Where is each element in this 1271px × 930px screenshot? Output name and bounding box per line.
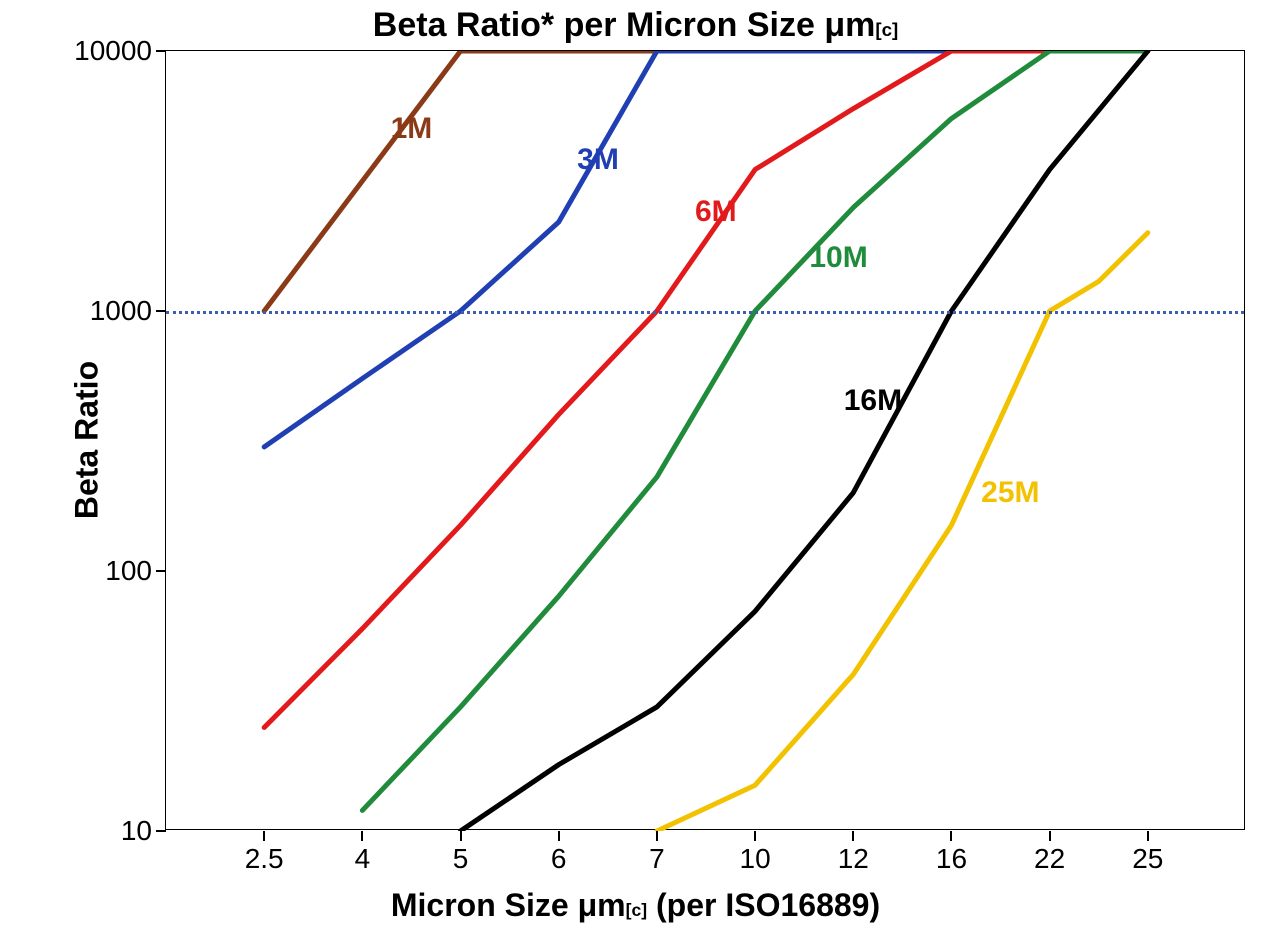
y-tick-mark	[156, 830, 166, 832]
xlabel-m: m	[597, 887, 625, 923]
x-tick-mark	[656, 831, 658, 841]
series-label-10M: 10M	[809, 241, 867, 275]
x-tick-mark	[1049, 831, 1051, 841]
plot-area: 101001000100002.5456710121622251M3M6M10M…	[165, 50, 1245, 830]
title-m: m	[845, 6, 875, 44]
y-tick-mark	[156, 50, 166, 52]
x-axis-label: Micron Size μm[c] (per ISO16889)	[0, 887, 1271, 924]
xlabel-suffix: (per ISO16889)	[647, 887, 880, 923]
x-tick-mark	[558, 831, 560, 841]
chart-title: Beta Ratio* per Micron Size μm[c]	[0, 6, 1271, 45]
x-tick-mark	[754, 831, 756, 841]
chart-container: Beta Ratio* per Micron Size μm[c] Beta R…	[0, 0, 1271, 930]
xlabel-prefix: Micron Size	[391, 887, 578, 923]
x-tick-mark	[460, 831, 462, 841]
title-mu: μ	[824, 6, 845, 44]
series-label-3M: 3M	[577, 143, 619, 177]
series-label-25M: 25M	[981, 476, 1039, 510]
x-tick-mark	[263, 831, 265, 841]
x-tick-mark	[1147, 831, 1149, 841]
xlabel-mu: μ	[578, 887, 598, 923]
title-text-prefix: Beta Ratio* per Micron Size	[373, 6, 825, 44]
x-tick-mark	[950, 831, 952, 841]
title-sub: [c]	[875, 19, 898, 40]
x-tick-mark	[361, 831, 363, 841]
series-label-6M: 6M	[695, 195, 737, 229]
series-line-1M	[264, 51, 1148, 311]
series-line-16M	[461, 51, 1148, 831]
series-line-10M	[362, 51, 1147, 810]
y-tick-label: 1000	[90, 295, 166, 327]
series-label-16M: 16M	[844, 384, 902, 418]
series-lines	[166, 51, 1246, 831]
series-line-25M	[657, 233, 1148, 831]
series-label-1M: 1M	[391, 112, 433, 146]
xlabel-sub: [c]	[626, 900, 648, 920]
x-tick-mark	[852, 831, 854, 841]
y-tick-label: 10000	[74, 35, 166, 67]
y-tick-mark	[156, 310, 166, 312]
y-tick-mark	[156, 570, 166, 572]
y-axis-label: Beta Ratio	[69, 361, 106, 519]
reference-line	[166, 311, 1244, 314]
